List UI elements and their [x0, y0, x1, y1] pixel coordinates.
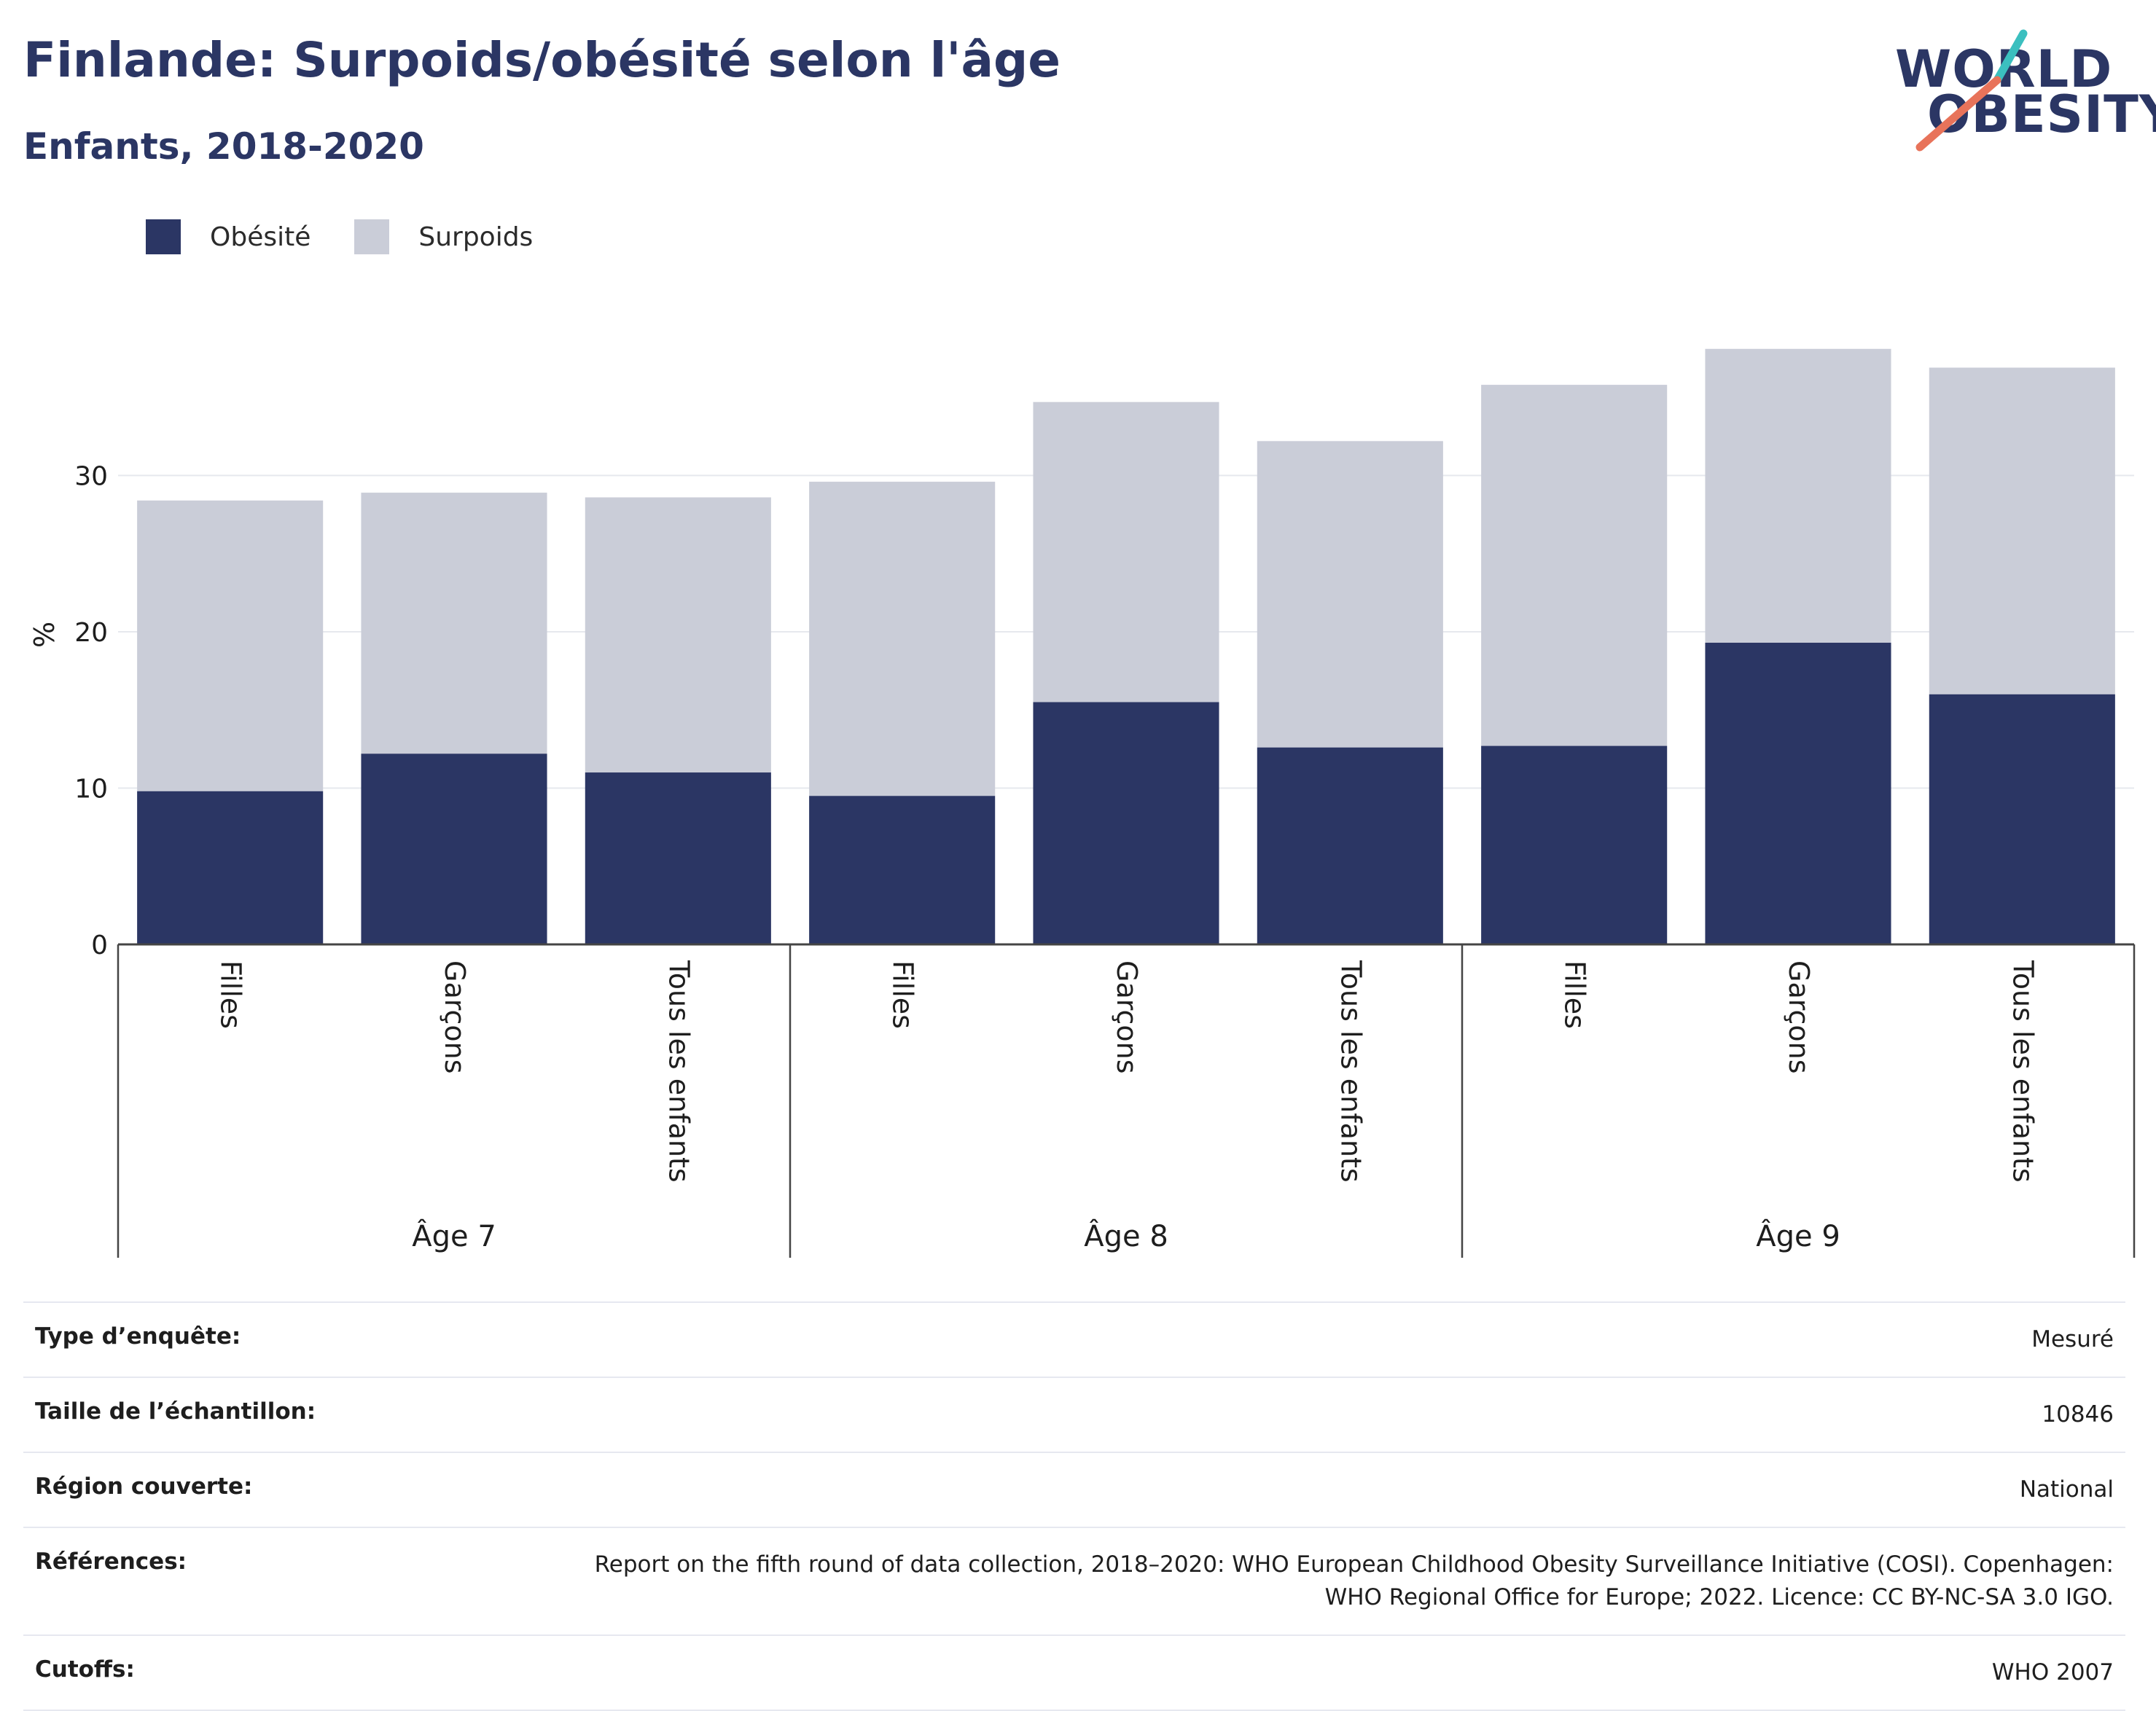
legend-swatch-obesity — [146, 219, 181, 254]
info-key: Taille de l’échantillon: — [35, 1398, 316, 1425]
legend-label-overweight: Surpoids — [418, 222, 534, 252]
info-row-survey-type: Type d’enquête: Mesuré — [23, 1301, 2125, 1377]
bar-chart: 0 10 20 30% Filles Garçons Tous les enfants Fil… — [28, 348, 2136, 1258]
info-row-region: Région couverte: National — [23, 1451, 2125, 1527]
bar-obesity — [1033, 702, 1219, 944]
x-tick-label: Filles — [1559, 960, 1591, 1029]
logo-line-2: OBESITY — [1927, 85, 2156, 144]
bar-obesity — [809, 796, 996, 944]
chart-title: Finlande: Surpoids/obésité selon l'âge — [23, 32, 1061, 88]
info-row-sample-size: Taille de l’échantillon: 10846 — [23, 1376, 2125, 1452]
x-tick-label: Garçons — [1111, 960, 1143, 1074]
bar-obesity — [361, 753, 547, 944]
bar-overweight — [1929, 367, 2115, 694]
bar-overweight — [585, 497, 771, 773]
legend-swatch-overweight — [354, 219, 390, 254]
bar-obesity — [1257, 747, 1443, 944]
bar-obesity — [137, 791, 324, 944]
info-row-cutoffs: Cutoffs: WHO 2007 — [23, 1634, 2125, 1711]
y-tick-label: 30 — [74, 462, 108, 492]
bar-overweight — [1705, 348, 1891, 643]
chart-legend: Obésité Surpoids — [146, 219, 577, 255]
y-tick-label: 0 — [91, 931, 108, 960]
bar-obesity — [1481, 745, 1668, 944]
legend-label-obesity: Obésité — [210, 222, 311, 252]
y-axis-label: % — [28, 622, 60, 648]
bar-obesity — [1929, 694, 2115, 944]
x-tick-label: Filles — [887, 960, 919, 1029]
info-value: 10846 — [2042, 1401, 2114, 1428]
legend-item-obesity: Obésité — [146, 219, 310, 254]
world-obesity-logo: WORLD OBESITY — [1895, 29, 2156, 160]
group-label: Âge 8 — [1084, 1218, 1168, 1253]
info-value: WHO 2007 — [1991, 1659, 2114, 1685]
bar-overweight — [361, 493, 547, 754]
bar-overweight — [809, 482, 996, 796]
info-table: Type d’enquête: Mesuré Taille de l’échan… — [23, 1301, 2125, 1711]
x-tick-label: Garçons — [1783, 960, 1815, 1074]
info-row-references: Références: Report on the fifth round of… — [23, 1526, 2125, 1634]
bar-obesity — [585, 772, 771, 944]
y-tick-label: 20 — [74, 618, 108, 648]
info-value: Mesuré — [2031, 1326, 2114, 1352]
info-value: Report on the fifth round of data collec… — [594, 1551, 2114, 1610]
info-key: Région couverte: — [35, 1473, 253, 1500]
legend-item-overweight: Surpoids — [354, 219, 533, 254]
info-key: Cutoffs: — [35, 1656, 135, 1683]
logo-slash-icon — [1915, 29, 2028, 152]
bar-overweight — [1257, 441, 1443, 748]
x-tick-label: Garçons — [439, 960, 471, 1074]
x-tick-label: Tous les enfants — [663, 960, 695, 1183]
bar-overweight — [1481, 385, 1668, 746]
x-tick-label: Tous les enfants — [2007, 960, 2039, 1183]
info-value: National — [2019, 1476, 2114, 1503]
group-label: Âge 9 — [1756, 1218, 1840, 1253]
group-label: Âge 7 — [412, 1218, 496, 1253]
bar-overweight — [137, 500, 324, 791]
y-tick-label: 10 — [74, 775, 108, 804]
bar-obesity — [1705, 643, 1891, 944]
x-tick-label: Filles — [215, 960, 247, 1029]
info-key: Références: — [35, 1548, 187, 1575]
x-tick-label: Tous les enfants — [1335, 960, 1367, 1183]
info-key: Type d’enquête: — [35, 1323, 241, 1350]
bar-overweight — [1033, 402, 1219, 702]
chart-subtitle: Enfants, 2018-2020 — [23, 125, 424, 168]
